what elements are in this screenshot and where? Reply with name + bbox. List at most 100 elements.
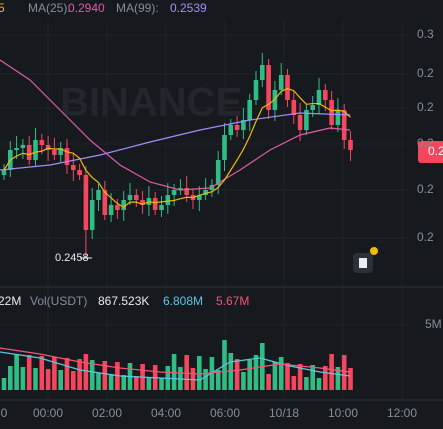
volume-ma2-line [0,347,351,375]
volume-bar [272,362,278,390]
candle-body [14,148,19,150]
volume-bar [83,354,89,390]
price-tag-label: 0.2 [428,144,443,158]
time-axis-label: 02:00 [92,406,122,420]
candle-body [58,148,63,155]
candle-body [247,100,252,120]
candle-body [1,170,7,175]
volume-bar [291,376,297,390]
candle-body [39,140,45,145]
candle-body [197,195,202,200]
candle-body [45,145,51,150]
candle-body [291,100,297,115]
volume-bar [190,368,196,390]
ma7-value: 5 [0,1,5,15]
time-axis-label: 00:00 [33,406,63,420]
volume-bar [71,371,76,390]
candle-body [329,100,334,125]
volume-bar [89,360,95,390]
candle-body [348,140,353,150]
candle-body [304,110,309,130]
candle-body [89,200,95,230]
price-axis-label: 0.2 [417,182,434,196]
volume-bar [64,358,70,390]
candle-body [77,170,82,175]
volume-bar [1,378,7,390]
volume-bar [33,368,38,390]
volume-label: Vol(USDT) [30,294,87,308]
candle-body [178,188,183,190]
candle-body [108,205,114,215]
volume-bar [39,356,45,390]
volume-bar [304,377,309,390]
candle-body [140,200,145,205]
candle-body [52,150,57,155]
ma99-value: 0.2539 [170,1,207,15]
time-axis-label: 0 [1,406,8,420]
volume-bar [184,355,189,390]
candle-body [127,195,133,200]
time-axis-label: 04:00 [151,406,181,420]
candle-body [71,165,76,170]
candle-body [215,160,221,185]
candle-body [241,120,246,130]
candle-body [203,190,208,195]
volume-value: 867.523K [98,294,149,308]
candle-body [159,205,164,210]
volume-bar [329,354,334,390]
volume-bar [253,355,259,390]
ma25-label: MA(25): [28,1,71,15]
price-tag [418,141,443,163]
volume-bar [171,354,177,390]
candle-body [253,80,259,100]
volume-bar [45,369,51,390]
candle-body [184,188,189,195]
candle-body [121,200,126,210]
candle-body [83,175,89,230]
candle-body [222,135,227,160]
volume-bar [335,367,341,390]
candle-body [134,195,139,200]
ma99-line [0,112,351,171]
ma25-value: 0.2940 [68,1,105,15]
candle-body [335,110,341,125]
candle-body [228,125,234,135]
volume-bar [26,355,32,390]
candle-body [64,148,70,165]
volume-bar [247,360,252,390]
volume-bar [96,373,101,390]
volume-bar [285,363,290,390]
volume-bar [58,370,63,390]
candle-body [26,145,32,160]
volume-bar [102,361,108,390]
volume-fragment: 22M [0,294,21,308]
ma7-line [3,87,351,208]
volume-ma1: 6.808M [163,294,203,308]
candle-body [33,140,38,160]
volume-bar [20,367,26,390]
candle-body [152,198,158,210]
notification-dot [370,247,378,255]
volume-bar [203,369,208,390]
candle-body [96,190,101,200]
volume-bar [146,377,152,390]
volume-bar [14,354,19,390]
time-axis-label: 10:00 [328,406,358,420]
volume-bar [266,374,271,390]
candle-body [115,205,120,210]
price-axis-label: 0.2 [417,136,434,150]
volume-bar [348,368,353,390]
candle-body [260,65,265,80]
volume-bar [134,376,139,390]
volume-bar [121,375,126,390]
candle-body [323,90,328,100]
volume-axis-label: 5M [425,317,442,331]
volume-bar [241,372,246,390]
volume-bar [310,365,315,390]
price-axis-label: 0.2 [417,66,434,80]
ma99-label: MA(99): [116,1,159,15]
price-axis-label: 0.2 [417,230,434,244]
volume-bar [108,374,114,390]
volume-bar [297,364,303,390]
